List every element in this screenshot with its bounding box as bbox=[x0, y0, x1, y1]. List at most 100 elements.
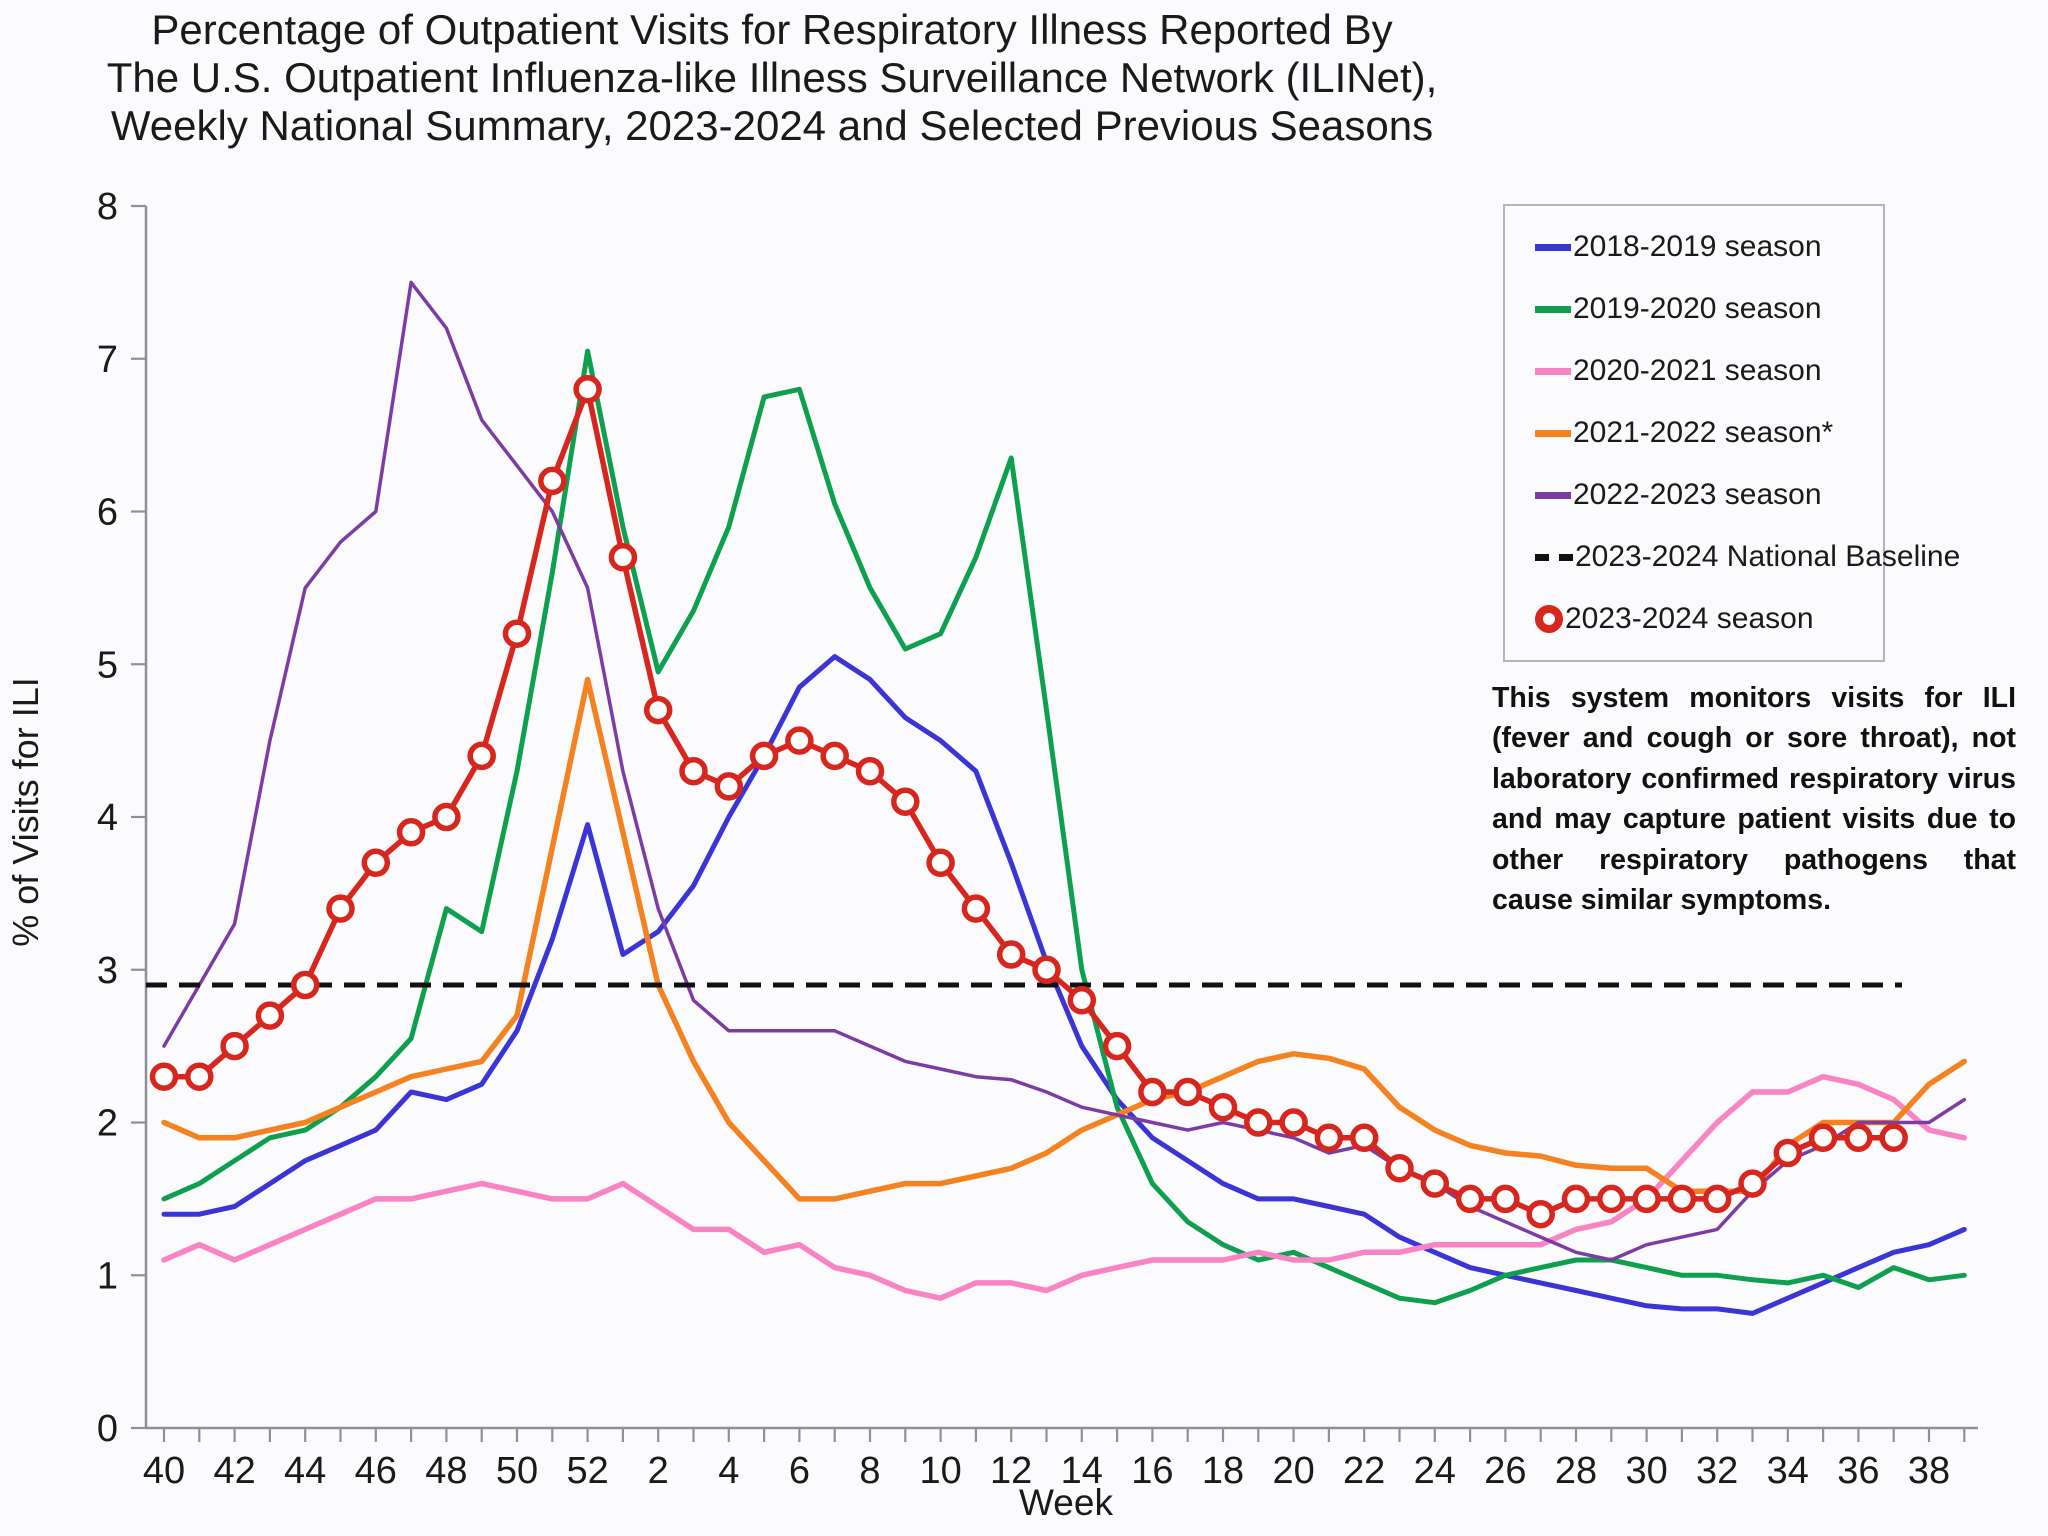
data-point-marker bbox=[1385, 1154, 1414, 1183]
data-point-marker bbox=[1173, 1077, 1202, 1107]
data-point-marker bbox=[1102, 1031, 1132, 1061]
legend-circle-marker-swatch-icon bbox=[1535, 605, 1563, 633]
x-tick-label: 26 bbox=[1484, 1450, 1526, 1492]
series-line-2018-2019-season bbox=[161, 654, 1967, 1316]
y-tick-label: 7 bbox=[97, 339, 118, 381]
data-point-marker bbox=[467, 741, 496, 771]
data-point-marker bbox=[1032, 955, 1061, 985]
data-point-marker bbox=[891, 787, 920, 816]
legend-label-2021-2022: 2021-2022 season* bbox=[1573, 416, 1834, 449]
y-tick-label: 0 bbox=[97, 1408, 118, 1450]
data-point-marker bbox=[1455, 1184, 1485, 1214]
legend-item-2022-2023: 2022-2023 season bbox=[1535, 478, 1877, 512]
series-line-2021-2022-season- bbox=[161, 676, 1968, 1202]
x-tick-label: 18 bbox=[1202, 1450, 1244, 1492]
data-point-marker bbox=[961, 894, 991, 923]
data-point-marker bbox=[502, 619, 532, 648]
data-point-marker bbox=[361, 848, 391, 878]
data-point-marker bbox=[1738, 1169, 1767, 1198]
legend-line-swatch-2018-2019-icon bbox=[1535, 243, 1571, 251]
data-point-marker bbox=[1844, 1123, 1873, 1153]
legend-item-national-baseline: 2023-2024 National Baseline bbox=[1535, 540, 1960, 574]
data-point-marker bbox=[608, 543, 638, 572]
y-tick-label: 6 bbox=[97, 492, 118, 534]
data-point-marker bbox=[1879, 1123, 1908, 1153]
data-point-marker bbox=[1138, 1077, 1167, 1107]
legend-item-2020-2021: 2020-2021 season bbox=[1535, 354, 1877, 388]
x-tick-label: 2 bbox=[648, 1450, 669, 1492]
y-tick-label: 1 bbox=[97, 1255, 118, 1297]
data-point-marker bbox=[220, 1031, 249, 1061]
data-point-marker bbox=[1491, 1184, 1520, 1214]
legend-label-2022-2023: 2022-2023 season bbox=[1573, 478, 1822, 511]
data-point-marker bbox=[1420, 1169, 1450, 1198]
data-point-marker bbox=[820, 741, 849, 771]
data-point-marker bbox=[749, 741, 779, 771]
data-point-marker bbox=[1561, 1184, 1591, 1214]
y-tick-label: 5 bbox=[97, 644, 118, 686]
data-point-marker bbox=[855, 756, 885, 786]
legend-item-2018-2019: 2018-2019 season bbox=[1535, 230, 1877, 264]
x-tick-label: 24 bbox=[1414, 1450, 1456, 1492]
legend-label-2019-2020: 2019-2020 season bbox=[1573, 292, 1822, 325]
legend-line-swatch-2022-2023-icon bbox=[1535, 491, 1571, 499]
data-point-marker bbox=[1667, 1184, 1697, 1214]
chart-title-line-3: Weekly National Summary, 2023-2024 and S… bbox=[110, 101, 1434, 149]
x-axis-title: Week bbox=[1019, 1482, 1113, 1523]
data-point-marker bbox=[1349, 1123, 1379, 1153]
x-tick-label: 44 bbox=[284, 1450, 326, 1492]
y-tick-label: 4 bbox=[97, 797, 118, 839]
chart-title-line-2: The U.S. Outpatient Influenza-like Illne… bbox=[106, 53, 1438, 101]
x-tick-label: 10 bbox=[919, 1450, 961, 1492]
x-tick-label: 48 bbox=[425, 1450, 467, 1492]
legend-label-2023-2024: 2023-2024 season bbox=[1565, 602, 1814, 635]
legend: 2018-2019 season 2019-2020 season 2020-2… bbox=[1503, 204, 1960, 662]
data-point-marker bbox=[996, 940, 1026, 969]
x-tick-label: 20 bbox=[1272, 1450, 1314, 1492]
x-tick-label: 52 bbox=[566, 1450, 608, 1492]
data-point-marker bbox=[255, 1001, 285, 1030]
data-point-marker bbox=[1632, 1184, 1661, 1214]
data-point-marker bbox=[926, 848, 955, 878]
y-tick-label: 3 bbox=[97, 950, 118, 992]
data-point-marker bbox=[1279, 1108, 1308, 1137]
y-tick-label: 2 bbox=[97, 1103, 118, 1145]
data-point-marker bbox=[1244, 1108, 1273, 1137]
series-markers-2023-2024-season bbox=[149, 375, 1908, 1229]
x-tick-label: 42 bbox=[213, 1450, 255, 1492]
data-point-marker bbox=[679, 756, 708, 786]
y-tick-label: 8 bbox=[97, 186, 118, 228]
x-tick-label: 28 bbox=[1555, 1450, 1597, 1492]
legend-item-2023-2024: 2023-2024 season bbox=[1535, 602, 1877, 636]
x-tick-label: 46 bbox=[355, 1450, 397, 1492]
data-point-marker bbox=[643, 695, 673, 725]
data-point-marker bbox=[149, 1062, 179, 1091]
data-point-marker bbox=[1314, 1123, 1344, 1153]
data-point-marker bbox=[432, 802, 461, 832]
x-tick-label: 22 bbox=[1343, 1450, 1385, 1492]
data-point-marker bbox=[714, 772, 744, 801]
legend-dashed-line-swatch-icon bbox=[1535, 553, 1573, 561]
chart-title: Percentage of Outpatient Visits for Resp… bbox=[32, 6, 1512, 150]
chart-title-line-1: Percentage of Outpatient Visits for Resp… bbox=[151, 6, 1393, 53]
x-tick-label: 32 bbox=[1696, 1450, 1738, 1492]
series-lines-group bbox=[146, 280, 1968, 1316]
series-line-2020-2021-season bbox=[161, 1073, 1968, 1301]
data-point-marker bbox=[1808, 1123, 1838, 1153]
data-point-marker bbox=[538, 466, 567, 496]
data-point-marker bbox=[1067, 986, 1097, 1015]
data-point-marker bbox=[396, 818, 426, 847]
legend-item-2021-2022: 2021-2022 season* bbox=[1535, 416, 1877, 450]
data-point-marker bbox=[1702, 1184, 1732, 1214]
data-point-marker bbox=[1526, 1199, 1555, 1229]
legend-line-swatch-2020-2021-icon bbox=[1535, 367, 1571, 375]
x-tick-label: 50 bbox=[496, 1450, 538, 1492]
y-axis-title: % of Visits for ILI bbox=[5, 677, 46, 946]
x-tick-label: 38 bbox=[1908, 1450, 1950, 1492]
x-tick-label: 34 bbox=[1767, 1450, 1809, 1492]
legend-item-2019-2020: 2019-2020 season bbox=[1535, 292, 1877, 326]
x-tick-label: 12 bbox=[990, 1450, 1032, 1492]
legend-label-national-baseline: 2023-2024 National Baseline bbox=[1575, 540, 1961, 573]
data-point-marker bbox=[1208, 1092, 1238, 1122]
